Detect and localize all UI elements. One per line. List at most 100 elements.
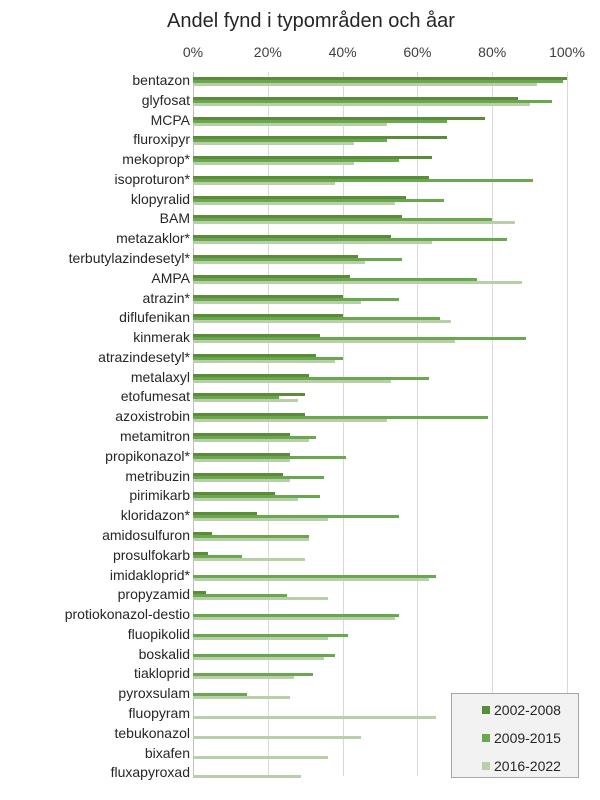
bar-row: BAM [0, 210, 600, 233]
category-label: klopyralid [130, 190, 190, 207]
category-label: tiakloprid [133, 665, 190, 682]
category-label: fluxapyroxad [110, 764, 190, 781]
bar-2002-2008 [193, 77, 567, 80]
bar-2009-2015 [193, 178, 534, 182]
bar-2002-2008 [193, 195, 407, 199]
bar-row: prosulfokarb [0, 547, 600, 570]
bar-row: metribuzin [0, 468, 600, 491]
bar-2002-2008 [193, 512, 257, 516]
bar-row: imidakloprid* [0, 566, 600, 590]
category-label: terbutylazindesetyl* [68, 250, 190, 267]
bar-2009-2015 [193, 436, 317, 440]
bar-2002-2008 [193, 492, 276, 496]
bar-2002-2008 [193, 413, 306, 417]
bar-2009-2015 [193, 317, 440, 321]
legend: 2002-2008 2009-2015 2016-2022 [451, 693, 579, 778]
bar-2002-2008 [193, 334, 321, 338]
bar-2016-2022 [193, 162, 354, 166]
bar-row: etofumesat [0, 388, 600, 411]
category-label: BAM [159, 210, 190, 227]
bar-2009-2015 [193, 80, 564, 83]
bar-row: atrazin* [0, 289, 600, 313]
legend-label: 2016-2022 [494, 758, 561, 774]
category-label: glyfosat [141, 91, 190, 108]
bar-2002-2008 [193, 156, 433, 160]
category-label: imidakloprid* [109, 566, 190, 583]
bar-2002-2008 [193, 591, 207, 595]
bar-2009-2015 [193, 277, 478, 281]
bar-2016-2022 [193, 399, 298, 403]
category-label: bixafen [144, 744, 190, 761]
category-label: kinmerak [133, 329, 190, 346]
bar-2009-2015 [193, 693, 248, 697]
bar-2002-2008 [193, 255, 358, 259]
gridline [268, 72, 269, 776]
category-label: metamitron [119, 428, 190, 445]
bar-2002-2008 [193, 215, 403, 219]
bar-row: diflufenikan [0, 309, 600, 332]
bar-2016-2022 [193, 597, 328, 601]
bar-row: fluroxipyr [0, 131, 600, 154]
bar-2009-2015 [193, 594, 287, 598]
bar-2016-2022 [193, 656, 324, 660]
bar-2016-2022 [193, 142, 354, 146]
bar-row: pyroxsulam [0, 685, 600, 708]
bar-2016-2022 [193, 498, 298, 502]
bar-row: azoxistrobin [0, 408, 600, 431]
bar-2016-2022 [193, 617, 395, 621]
bar-row: propyzamid [0, 586, 600, 609]
bar-2009-2015 [193, 119, 448, 123]
bar-row: metamitron [0, 428, 600, 451]
x-tick-label: 80% [478, 44, 507, 60]
gridline [417, 72, 418, 776]
bar-2009-2015 [193, 198, 444, 202]
bar-2009-2015 [193, 376, 429, 380]
bar-2002-2008 [193, 373, 309, 377]
bar-2009-2015 [193, 455, 347, 459]
bar-2016-2022 [193, 201, 395, 205]
bar-2009-2015 [193, 356, 343, 360]
bar-2016-2022 [193, 300, 362, 304]
bar-2016-2022 [193, 636, 328, 640]
chart-title: Andel fynd i typområden och åar [167, 10, 455, 32]
bar-2002-2008 [193, 116, 485, 120]
bar-2016-2022 [193, 83, 538, 86]
category-label: atrazin* [142, 289, 190, 306]
bar-2002-2008 [193, 353, 317, 357]
bar-2016-2022 [193, 439, 309, 443]
bar-2016-2022 [193, 261, 366, 265]
category-label: protiokonazol-destio [64, 606, 190, 623]
bar-2002-2008 [193, 452, 291, 456]
bar-2002-2008 [193, 235, 392, 239]
category-label: isoproturon* [114, 170, 191, 187]
bar-2016-2022 [193, 359, 336, 363]
bar-row: atrazindesetyl* [0, 349, 600, 372]
bar-2002-2008 [193, 274, 351, 278]
bar-row: bentazon [0, 72, 600, 95]
bar-2009-2015 [193, 574, 437, 578]
legend-swatch-light-green [482, 762, 490, 770]
bar-2016-2022 [193, 241, 433, 245]
x-tick-label: 0% [182, 44, 204, 60]
x-tick-label: 20% [253, 44, 282, 60]
bar-2016-2022 [193, 715, 437, 719]
bar-2016-2022 [193, 458, 291, 462]
bar-2016-2022 [193, 340, 455, 344]
category-label: etofumesat [120, 388, 190, 405]
category-label: diflufenikan [119, 309, 190, 326]
bar-row: kloridazon* [0, 507, 600, 530]
bar-row: fluxapyroxad [0, 764, 600, 787]
bar-2002-2008 [193, 472, 283, 476]
bar-2009-2015 [193, 475, 324, 479]
legend-item-2009-2015: 2009-2015 [482, 730, 561, 746]
bar-2016-2022 [193, 696, 291, 700]
bar-2016-2022 [193, 280, 523, 284]
category-label: kloridazon* [120, 507, 190, 524]
bar-2002-2008 [193, 393, 306, 397]
category-label: metalaxyl [130, 368, 190, 385]
bar-2016-2022 [193, 379, 392, 383]
bar-2009-2015 [193, 238, 508, 242]
bar-row: kinmerak [0, 329, 600, 352]
bar-2009-2015 [193, 653, 336, 657]
bar-2016-2022 [193, 518, 328, 522]
